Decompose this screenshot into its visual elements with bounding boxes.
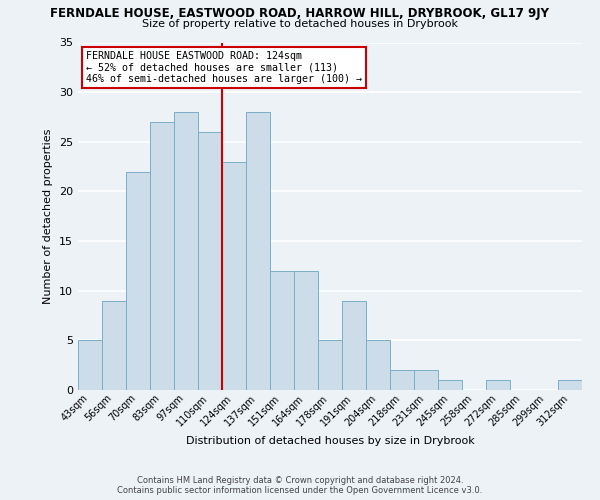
Bar <box>222 162 246 390</box>
Text: FERNDALE HOUSE, EASTWOOD ROAD, HARROW HILL, DRYBROOK, GL17 9JY: FERNDALE HOUSE, EASTWOOD ROAD, HARROW HI… <box>50 8 550 20</box>
Bar <box>390 370 414 390</box>
Bar <box>102 300 126 390</box>
X-axis label: Distribution of detached houses by size in Drybrook: Distribution of detached houses by size … <box>185 436 475 446</box>
Bar <box>174 112 198 390</box>
Bar <box>342 300 366 390</box>
Bar <box>318 340 342 390</box>
Bar <box>558 380 582 390</box>
Bar <box>246 112 270 390</box>
Bar <box>294 271 318 390</box>
Bar <box>126 172 150 390</box>
Y-axis label: Number of detached properties: Number of detached properties <box>43 128 53 304</box>
Bar <box>366 340 390 390</box>
Text: FERNDALE HOUSE EASTWOOD ROAD: 124sqm
← 52% of detached houses are smaller (113)
: FERNDALE HOUSE EASTWOOD ROAD: 124sqm ← 5… <box>86 51 362 84</box>
Bar <box>270 271 294 390</box>
Text: Size of property relative to detached houses in Drybrook: Size of property relative to detached ho… <box>142 19 458 29</box>
Text: Contains HM Land Registry data © Crown copyright and database right 2024.
Contai: Contains HM Land Registry data © Crown c… <box>118 476 482 495</box>
Bar <box>486 380 510 390</box>
Bar <box>414 370 438 390</box>
Bar <box>78 340 102 390</box>
Bar <box>438 380 462 390</box>
Bar <box>150 122 174 390</box>
Bar <box>198 132 222 390</box>
